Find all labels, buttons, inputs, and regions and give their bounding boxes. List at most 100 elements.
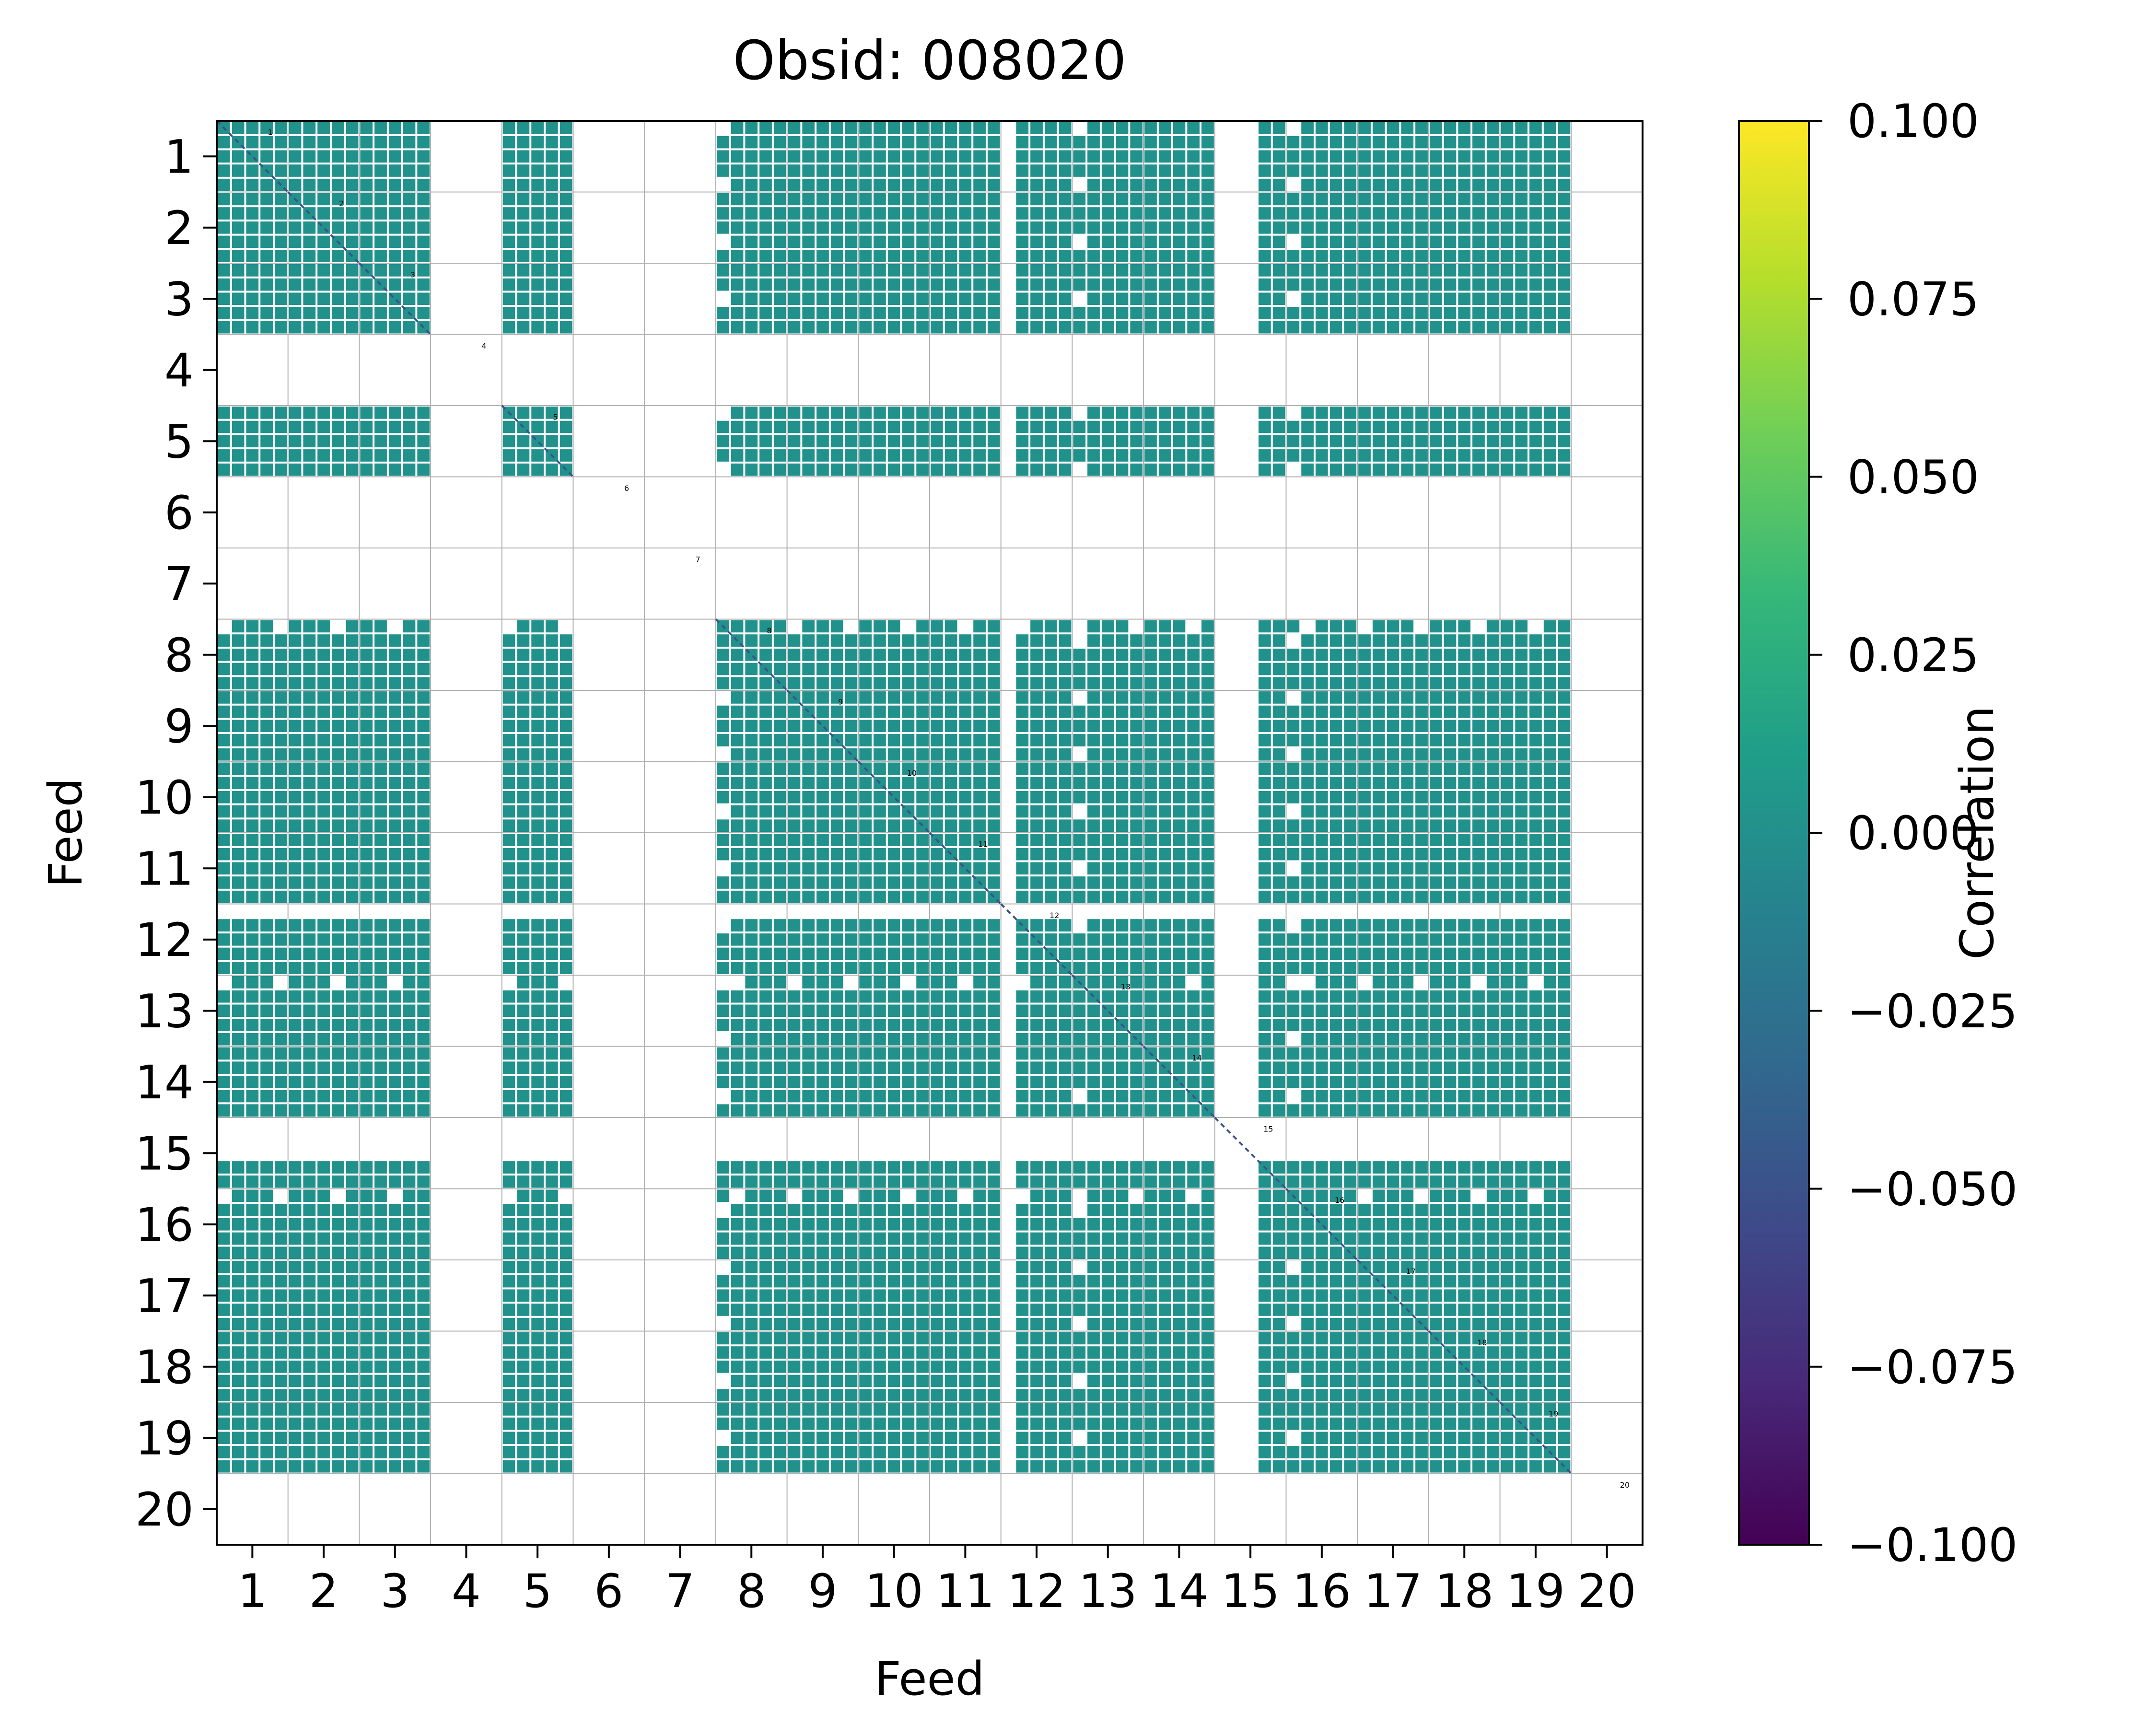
heatmap-cell-19-2 <box>289 1403 359 1473</box>
y-tick-label-15: 15 <box>135 1127 194 1180</box>
heatmap-cell-2-12 <box>1016 193 1072 262</box>
y-axis-label: Feed <box>39 778 93 887</box>
heatmap-cell-5-19 <box>1501 407 1571 476</box>
heatmap-cell-8-17 <box>1358 620 1428 689</box>
heatmap-cell-5-10 <box>859 407 929 476</box>
heatmap-cell-13-5 <box>502 976 572 1046</box>
heatmap-cell-10-9 <box>788 762 858 832</box>
heatmap-cell-14-19 <box>1501 1047 1571 1117</box>
x-tick-label-12: 12 <box>1007 1564 1066 1618</box>
heatmap-cell-15-1 <box>218 1161 287 1188</box>
heatmap-cell-13-2 <box>289 976 359 1046</box>
x-tick-label-4: 4 <box>452 1564 481 1618</box>
heatmap-cell-5-9 <box>788 407 858 476</box>
colorbar-tick-label-8: −0.100 <box>1847 1518 2017 1572</box>
y-tick-label-16: 16 <box>135 1198 194 1252</box>
heatmap-cell-1-10 <box>859 122 929 191</box>
heatmap-cell-1-13 <box>1073 122 1143 191</box>
diagonal-label-10: 10 <box>907 769 917 778</box>
heatmap-cell-9-8 <box>716 691 786 761</box>
heatmap-cell-14-8 <box>716 1047 786 1117</box>
heatmap-cell-2-16 <box>1287 193 1357 262</box>
heatmap-cell-16-14 <box>1144 1189 1214 1259</box>
heatmap-cell-18-1 <box>218 1332 287 1401</box>
heatmap-cell-18-3 <box>360 1332 430 1401</box>
heatmap-cell-11-19 <box>1501 834 1571 903</box>
heatmap-cell-16-8 <box>716 1189 786 1259</box>
heatmap-cell-1-14 <box>1144 122 1214 191</box>
heatmap-cell-3-13 <box>1073 264 1143 334</box>
heatmap-cell-14-12 <box>1016 1047 1072 1117</box>
heatmap-cell-16-11 <box>931 1189 1000 1259</box>
heatmap-cell-3-19 <box>1501 264 1571 334</box>
heatmap-cell-8-3 <box>360 620 430 689</box>
heatmap-cell-2-2 <box>289 193 359 262</box>
heatmap-cell-1-9 <box>788 122 858 191</box>
heatmap-cell-17-19 <box>1501 1261 1571 1330</box>
diagonal-label-7: 7 <box>696 555 700 564</box>
heatmap-cell-10-14 <box>1144 762 1214 832</box>
heatmap-cell-15-19 <box>1501 1161 1571 1188</box>
heatmap-cell-10-1 <box>218 762 287 832</box>
x-tick-label-19: 19 <box>1506 1564 1565 1618</box>
heatmap-cell-16-9 <box>788 1189 858 1259</box>
heatmap-cell-13-12 <box>1016 976 1072 1046</box>
heatmap-cell-11-8 <box>716 834 786 903</box>
x-axis-label: Feed <box>874 1652 984 1706</box>
heatmap-cell-12-15 <box>1259 919 1285 974</box>
heatmap-cell-18-11 <box>931 1332 1000 1401</box>
heatmap-cell-9-15 <box>1259 691 1285 761</box>
heatmap-cell-15-10 <box>859 1161 929 1188</box>
heatmap-cell-11-2 <box>289 834 359 903</box>
heatmap-cell-18-19 <box>1501 1332 1571 1401</box>
heatmap-cell-14-14 <box>1144 1047 1214 1117</box>
heatmap-cell-18-12 <box>1016 1332 1072 1401</box>
heatmap-cell-14-10 <box>859 1047 929 1117</box>
heatmap-cell-3-14 <box>1144 264 1214 334</box>
heatmap-cell-11-13 <box>1073 834 1143 903</box>
heatmap-cell-8-12 <box>1016 620 1072 689</box>
heatmap-cell-5-5 <box>502 407 572 476</box>
heatmap-cell-3-2 <box>289 264 359 334</box>
heatmap-cell-19-1 <box>218 1403 287 1473</box>
heatmap-cell-18-13 <box>1073 1332 1143 1401</box>
y-tick-label-7: 7 <box>164 557 194 611</box>
heatmap-cell-12-11 <box>931 919 1000 974</box>
heatmap-cell-17-14 <box>1144 1261 1214 1330</box>
heatmap-cell-17-11 <box>931 1261 1000 1330</box>
heatmap-cell-12-19 <box>1501 919 1571 974</box>
heatmap-cell-16-2 <box>289 1189 359 1259</box>
heatmap-cell-2-3 <box>360 193 430 262</box>
y-tick-label-17: 17 <box>135 1269 194 1323</box>
diagonal-label-1: 1 <box>268 128 272 137</box>
heatmap-cell-12-5 <box>502 919 572 974</box>
heatmap-cell-13-15 <box>1259 976 1285 1046</box>
heatmap-cell-5-1 <box>218 407 287 476</box>
heatmap-cell-5-3 <box>360 407 430 476</box>
heatmap-cell-10-19 <box>1501 762 1571 832</box>
y-tick-label-18: 18 <box>135 1340 194 1394</box>
heatmap-cell-19-9 <box>788 1403 858 1473</box>
heatmap-cell-14-9 <box>788 1047 858 1117</box>
heatmap-cell-15-18 <box>1429 1161 1499 1188</box>
heatmap-cell-8-15 <box>1259 620 1285 689</box>
heatmap-cell-3-17 <box>1358 264 1428 334</box>
heatmap-cell-10-13 <box>1073 762 1143 832</box>
y-tick-label-6: 6 <box>164 486 194 540</box>
heatmap-cell-8-5 <box>502 620 572 689</box>
heatmap-cell-11-5 <box>502 834 572 903</box>
diagonal-label-9: 9 <box>838 698 843 707</box>
heatmap-cell-13-18 <box>1429 976 1499 1046</box>
heatmap-cell-11-12 <box>1016 834 1072 903</box>
heatmap-cell-10-17 <box>1358 762 1428 832</box>
colorbar <box>1738 120 1810 1546</box>
x-tick-label-5: 5 <box>523 1564 552 1618</box>
diagonal-label-20: 20 <box>1620 1480 1630 1490</box>
diagonal-label-16: 16 <box>1335 1196 1344 1205</box>
heatmap-cell-16-3 <box>360 1189 430 1259</box>
x-tick-label-2: 2 <box>309 1564 338 1618</box>
heatmap-cell-5-11 <box>931 407 1000 476</box>
heatmap-cell-1-2 <box>289 122 359 191</box>
y-tick-label-20: 20 <box>135 1483 194 1537</box>
heatmap-cell-12-10 <box>859 919 929 974</box>
